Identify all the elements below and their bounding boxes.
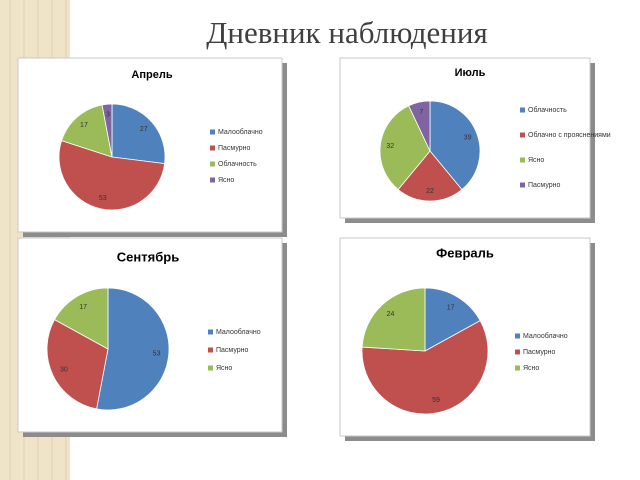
legend-label: Пасмурно [218,145,250,152]
chart-title: Апрель [131,69,172,81]
legend-swatch [520,132,525,138]
legend-label: Облачность [218,160,257,168]
pie-slice [58,140,166,211]
legend-label: Ясно [523,365,539,372]
legend-label: Ясно [216,365,232,372]
data-label: 22 [426,188,434,195]
pie-slice [101,103,113,158]
legend-label: Пасмурно [528,182,560,189]
legend-label: Ясно [218,177,234,184]
legend-label: Малооблачно [216,328,261,336]
legend-swatch [520,157,525,163]
data-label: 53 [153,350,161,357]
pie-slice [111,103,166,165]
data-label: 3 [106,112,110,119]
legend-swatch [208,365,213,371]
data-label: 39 [464,134,472,141]
legend-swatch [520,182,525,188]
data-label: 17 [80,122,88,129]
pie-slice [61,104,113,158]
legend-swatch [208,329,213,335]
legend-swatch [210,161,215,167]
legend-label: Пасмурно [216,347,248,354]
legend-label: Малооблачно [218,128,263,136]
pie-slice [408,100,431,152]
legend-label: Пасмурно [523,349,555,356]
legend-swatch [208,347,213,353]
data-label: 17 [447,304,455,311]
data-label: 17 [79,304,87,311]
pie-slice [54,287,109,350]
pie-slice [397,150,463,202]
data-label: 30 [60,367,68,374]
pie-slice [379,105,431,191]
legend-swatch [515,349,520,355]
pie-slice [361,320,489,415]
data-label: 7 [419,109,423,116]
data-label: 59 [432,397,440,404]
data-label: 32 [386,143,394,150]
legend-label: Облачность [528,106,567,114]
data-label: 53 [99,195,107,202]
legend-swatch [515,333,520,339]
pie-slice [46,319,109,410]
legend-label: Ясно [528,157,544,164]
data-label: 24 [387,311,395,318]
legend-swatch [520,107,525,113]
pie-slice [96,287,170,411]
legend-swatch [210,145,215,151]
legend-label: Облачно с прояснениями [528,131,611,139]
chart-title: Июль [455,67,486,79]
chart-title: Сентябрь [117,249,179,264]
chart-title: Февраль [436,245,494,260]
pie-slice [361,287,426,352]
pie-slice [424,287,481,352]
legend-label: Малооблачно [523,332,568,340]
legend-swatch [210,177,215,183]
data-label: 27 [140,126,148,133]
slide-title: Дневник наблюдения [206,15,488,50]
legend-swatch [515,365,520,371]
legend-swatch [210,129,215,135]
pie-slice [429,100,481,191]
